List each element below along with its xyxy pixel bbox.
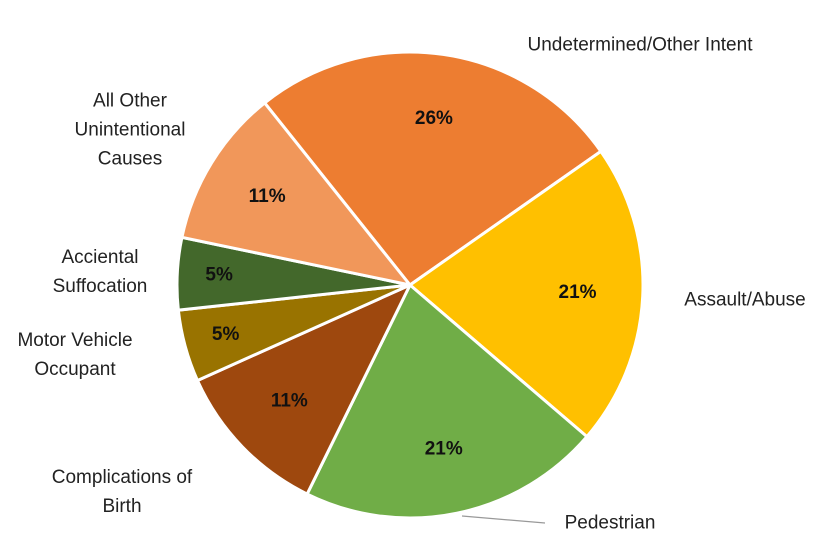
category-label: All Other Unintentional Causes xyxy=(74,90,186,170)
pie-slice xyxy=(407,149,645,439)
value-label: 5% xyxy=(205,265,233,286)
pie-slice xyxy=(305,282,590,520)
pie-slice xyxy=(180,100,414,288)
value-label: 26% xyxy=(415,108,453,129)
category-label: Undetermined/Other Intent xyxy=(527,34,753,56)
value-label: 21% xyxy=(425,438,463,459)
category-label: Pedestrian xyxy=(564,512,656,534)
pie-slice xyxy=(262,50,603,288)
value-label: 5% xyxy=(212,324,240,345)
category-label: Complications of Birth xyxy=(51,467,193,517)
category-label: Assault/Abuse xyxy=(684,289,806,311)
pie-slice xyxy=(195,281,414,497)
value-label: 21% xyxy=(559,282,597,303)
category-label: Motor Vehicle Occupant xyxy=(17,330,133,380)
leader-line xyxy=(461,515,546,524)
category-label: Acciental Suffocation xyxy=(52,247,148,297)
value-label: 11% xyxy=(249,186,286,207)
value-label: 11% xyxy=(271,391,308,412)
